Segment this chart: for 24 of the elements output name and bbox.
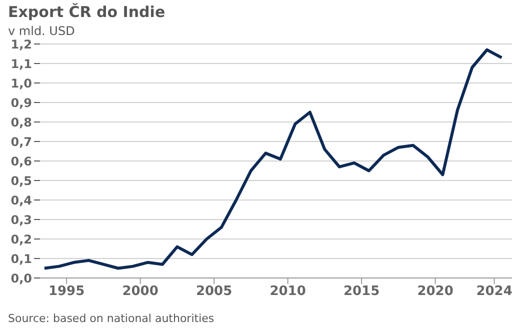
y-axis-title: v mld. USD bbox=[8, 24, 75, 38]
x-tick-label: 2000 bbox=[122, 284, 158, 300]
x-tick-label: 2010 bbox=[270, 284, 306, 300]
x-tick-label: 1995 bbox=[48, 284, 85, 300]
chart-title: Export ČR do Indie bbox=[8, 3, 166, 21]
y-tick-label: 0,3 bbox=[10, 212, 32, 227]
y-tick-label: 0,2 bbox=[10, 232, 32, 246]
y-tick-label: 0,5 bbox=[10, 174, 32, 188]
y-tick-label: 0,4 bbox=[10, 193, 32, 208]
y-tick-label: 0,6 bbox=[10, 154, 32, 168]
source-note: Source: based on national authorities bbox=[8, 312, 214, 325]
line-series bbox=[42, 48, 504, 270]
x-tick-label: 2024 bbox=[476, 284, 512, 300]
y-tick-label: 1,2 bbox=[10, 37, 32, 52]
y-tick-label: 0,1 bbox=[10, 252, 32, 266]
y-tick-label: 1,1 bbox=[10, 56, 32, 71]
y-tick-label: 0,8 bbox=[10, 115, 32, 130]
y-tick-label: 1,0 bbox=[10, 76, 32, 90]
x-tick-label: 2015 bbox=[343, 284, 380, 300]
x-tick-label: 2005 bbox=[196, 284, 232, 300]
x-tick-label: 2020 bbox=[417, 284, 454, 300]
y-tick-label: 0,0 bbox=[10, 271, 32, 286]
y-tick-label: 0,7 bbox=[10, 134, 32, 149]
y-tick-label: 0,9 bbox=[10, 96, 32, 110]
